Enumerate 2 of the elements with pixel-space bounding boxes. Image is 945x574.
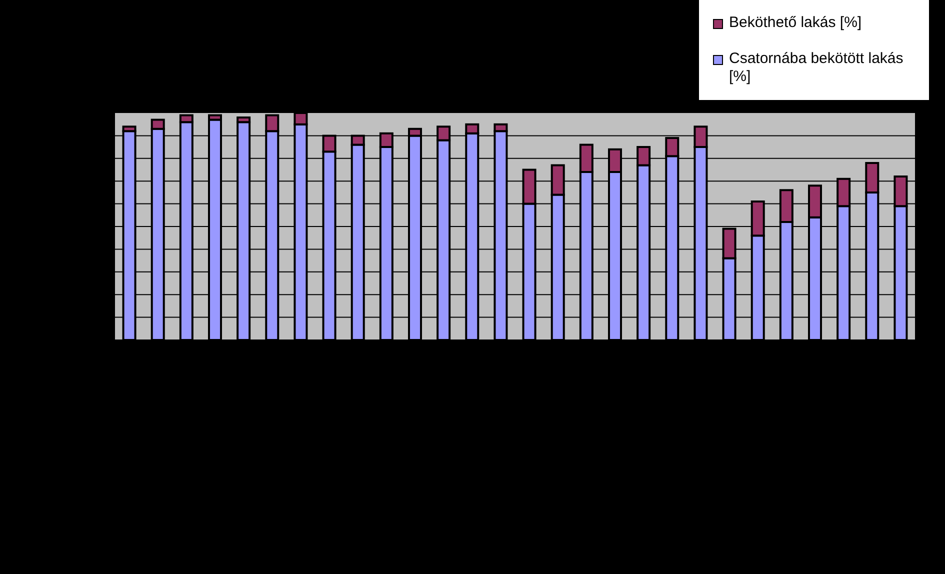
legend-label: Csatornába bekötött lakás [%] (729, 50, 904, 86)
legend-label: Beköthető lakás [%] (729, 14, 862, 32)
